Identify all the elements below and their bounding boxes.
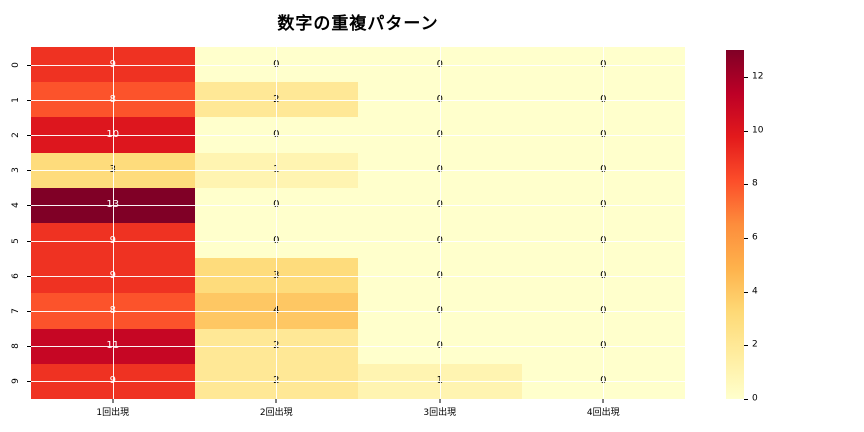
y-tick-mark (27, 381, 31, 383)
y-tick-mark (27, 240, 31, 242)
heatmap-plot: 9000820010000310013000900093008400112009… (31, 47, 685, 399)
colorbar-tick-mark (744, 291, 748, 293)
colorbar-tick-label: 0 (752, 393, 758, 404)
y-tick-mark (27, 205, 31, 207)
gridline-vertical (439, 47, 441, 399)
gridline-horizontal (31, 311, 685, 312)
chart-title: 数字の重複パターン (277, 14, 439, 34)
gridline-vertical (112, 47, 114, 399)
colorbar-tick-label: 4 (752, 286, 758, 297)
x-tick-mark (275, 399, 277, 403)
gridline-horizontal (31, 135, 685, 136)
colorbar-tick-mark (744, 130, 748, 132)
gridline-vertical (603, 47, 605, 399)
x-tick-label: 2回出現 (259, 408, 293, 418)
y-axis: 0 1 2 3 4 5 6 7 8 9 (0, 47, 31, 399)
gridline-horizontal (31, 99, 685, 101)
colorbar-tick-mark (744, 399, 748, 400)
gridline-horizontal (31, 275, 685, 277)
colorbar-tick-mark (744, 345, 748, 347)
colorbar-tick-label: 10 (752, 125, 764, 136)
cell-value: 10 (106, 129, 119, 140)
colorbar-tick-mark (744, 184, 748, 186)
y-tick-label: 9 (11, 378, 21, 385)
x-tick-mark (439, 399, 441, 403)
x-axis: 1回出現 2回出現 3回出現 4回出現 (31, 399, 685, 425)
y-tick-label: 3 (11, 167, 21, 174)
gridline-vertical (276, 47, 278, 399)
x-tick-label: 3回出現 (423, 408, 457, 418)
y-tick-label: 8 (11, 343, 21, 350)
y-tick-mark (27, 275, 31, 277)
y-tick-label: 2 (11, 132, 21, 138)
gridline-horizontal (31, 346, 685, 348)
y-tick-label: 5 (11, 237, 21, 244)
y-tick-label: 6 (11, 272, 21, 279)
x-tick-label: 4回出現 (586, 408, 620, 418)
y-tick-mark (27, 135, 31, 136)
cell-value: 11 (106, 341, 119, 351)
gridline-horizontal (31, 64, 685, 66)
y-tick-label: 7 (11, 308, 21, 314)
colorbar-tick-label: 2 (752, 339, 758, 350)
colorbar-tick-mark (744, 237, 748, 239)
colorbar-tick-label: 8 (752, 178, 758, 189)
colorbar-tick-label: 12 (752, 71, 764, 82)
x-tick-mark (602, 399, 604, 403)
y-tick-label: 4 (11, 202, 21, 209)
x-tick-mark (112, 399, 114, 403)
x-tick-label: 1回出現 (96, 408, 130, 418)
y-tick-mark (27, 346, 31, 348)
y-tick-mark (27, 64, 31, 66)
cell-value: 13 (106, 200, 119, 210)
colorbar: 0 2 4 6 8 10 12 (726, 50, 846, 403)
colorbar-tick-label: 6 (752, 232, 758, 243)
y-tick-mark (27, 99, 31, 101)
y-tick-label: 1 (11, 96, 21, 103)
gridline-horizontal (31, 205, 685, 207)
colorbar-tick-mark (744, 76, 748, 78)
y-tick-label: 0 (11, 61, 21, 68)
gridline-horizontal (31, 381, 685, 383)
y-tick-mark (27, 311, 31, 312)
colorbar-gradient (726, 50, 744, 399)
y-tick-mark (27, 170, 31, 172)
gridline-horizontal (31, 170, 685, 172)
gridline-horizontal (31, 240, 685, 242)
